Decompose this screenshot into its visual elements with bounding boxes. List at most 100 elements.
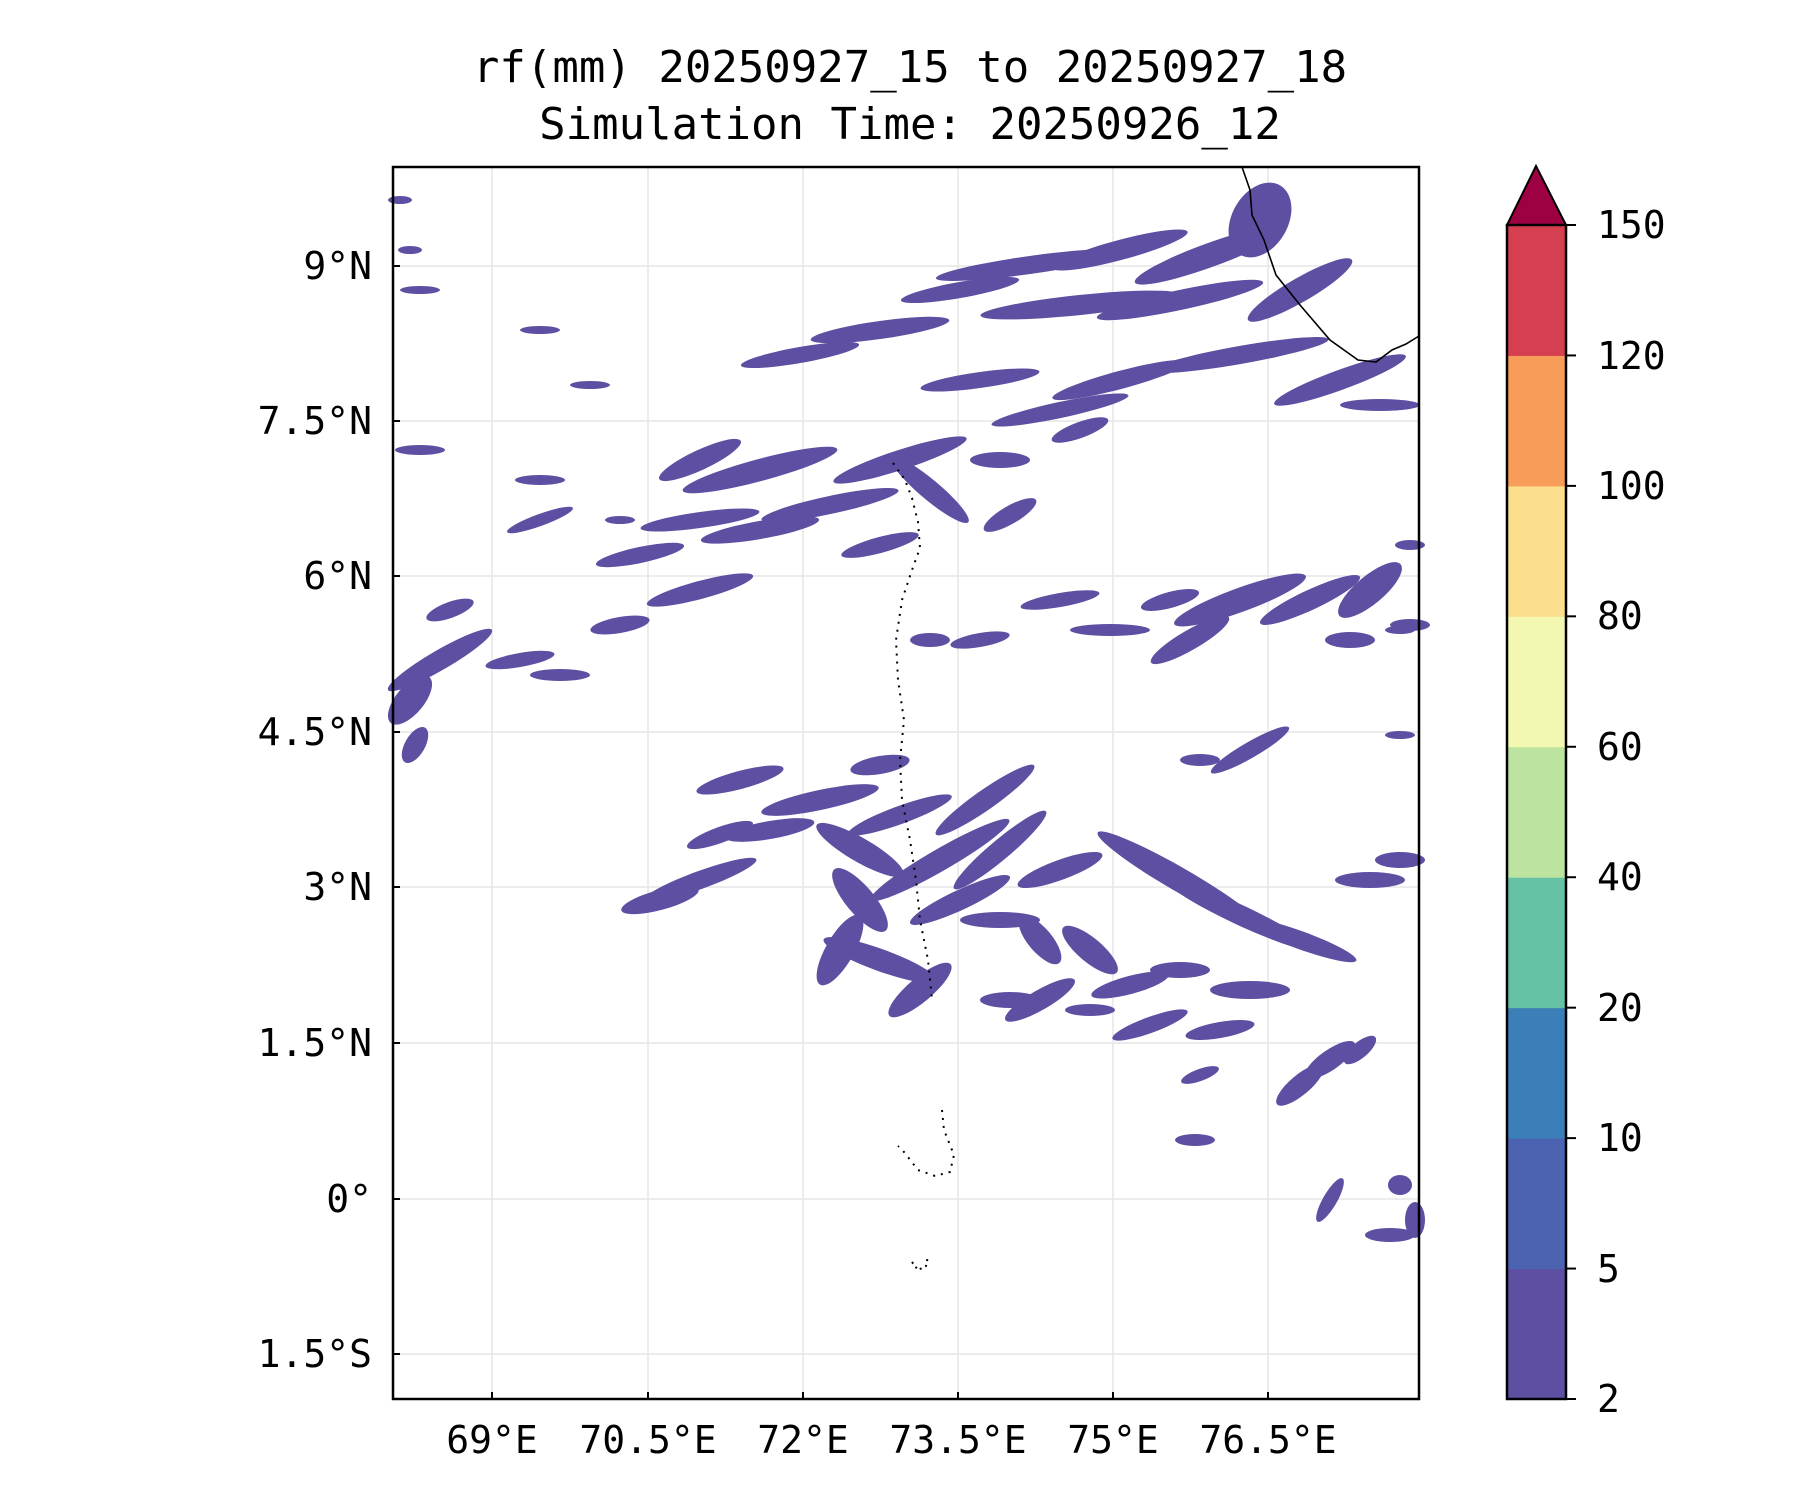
colorbar-tick-label: 2 [1597,1377,1620,1421]
rainfall-patch [1335,872,1405,888]
rainfall-patch [1052,229,1188,271]
y-tick-label: 9°N [303,244,372,288]
colorbar-tick-label: 80 [1597,594,1643,638]
rainfall-patch [1175,1134,1215,1146]
colorbar-band [1507,355,1566,487]
axis-ticks [393,265,1269,1399]
map-frame [391,165,1421,1401]
rainfall-patch [646,573,754,607]
rainfall-patch [1150,615,1230,665]
colorbar-band [1507,225,1566,356]
rainfall-patch [401,726,429,764]
rainfall-patch [1180,754,1220,766]
southern-atoll [897,1109,956,1178]
rainfall-patch [1185,1020,1255,1040]
rainfall-patch [1274,354,1406,406]
rainfall-patch [848,794,952,836]
rainfall-patch [605,516,635,524]
y-tick-label: 0° [326,1177,372,1221]
colorbar-band [1507,1268,1566,1400]
rainfall-patch [1340,399,1420,411]
rainfall-patch [1181,1066,1219,1084]
colorbar-tick-label: 10 [1597,1116,1643,1160]
rainfall-patch [1210,981,1290,999]
rainfall-patch [1052,359,1188,401]
rainfall-patch [1395,540,1425,550]
rainfall-patch [1343,1035,1377,1065]
rainfall-patch [595,542,685,568]
colorbar-tick-label: 20 [1597,986,1643,1030]
y-tick-label: 6°N [303,554,372,598]
colorbar-tick-label: 150 [1597,203,1666,247]
rainfall-patch [725,818,815,842]
rainfall-patch [570,381,610,389]
map-area [393,167,1419,1399]
rainfall-patch [991,393,1129,427]
y-tick-label: 3°N [303,865,372,909]
rainfall-patch [621,885,699,915]
x-tick-label: 73.5°E [889,1418,1027,1462]
colorbar-tick-label: 100 [1597,464,1666,508]
rainfall-patch [1365,1228,1415,1242]
india-coastline [1241,166,1420,363]
rainfall-patch [1065,1004,1115,1016]
rainfall-patch [810,316,950,344]
y-tick-label: 4.5°N [257,710,372,754]
rainfall-patch [1174,573,1306,627]
colorbar-tick-label: 120 [1597,334,1666,378]
x-tick-label: 75°E [1067,1418,1159,1462]
rainfall-patch [1243,917,1357,963]
rainfall-patch [841,532,919,558]
rainfall-patch [1020,590,1100,610]
rainfall-patch [832,868,888,932]
rainfall-patch [515,475,565,485]
rainfall-patch [395,445,445,455]
x-tick-label: 69°E [446,1418,538,1462]
y-tick-label: 1.5°S [257,1332,372,1376]
rainfall-patch [1385,731,1415,739]
rainfall-contours [387,182,1430,1242]
colorbar-band [1507,616,1566,748]
rainfall-patch [1051,417,1109,443]
rainfall-patch [761,487,899,523]
colorbar-band [1507,485,1566,617]
rainfall-patch [590,615,650,635]
rainfall-patch [1062,925,1118,975]
rainfall-patch [953,810,1047,890]
rainfall-patch [1388,1175,1412,1195]
rainfall-patch [1316,1178,1344,1222]
plot-title-line-1: rf(mm) 20250927_15 to 20250927_18 [472,42,1348,93]
rainfall-patch [426,598,474,622]
x-tick-label: 70.5°E [579,1418,717,1462]
rainfall-patch [1070,624,1150,636]
rainfall-patch [686,820,754,850]
rainfall-patch [888,962,952,1018]
rainfall-patch [920,368,1040,392]
rainfall-patch [1210,726,1290,774]
rainfall-patch [1140,589,1200,611]
rainfall-patch [980,290,1180,320]
rainfall-patch [983,498,1037,532]
rainfall-patch [1228,182,1292,258]
rainfall-patch [387,675,433,725]
rainfall-patch [900,276,1020,304]
colorbar-frame [1505,223,1568,1401]
rainfall-patch [740,341,860,369]
rainfall-patch [700,516,820,544]
x-tick-label: 76.5°E [1199,1418,1337,1462]
maldives-atoll-chain [892,462,933,1001]
rainfall-patch [1338,562,1402,618]
colorbar-tick-label: 60 [1597,725,1643,769]
colorbar-extend-arrow [1505,163,1568,226]
rainfall-patch [960,635,1000,645]
rainfall-patch [1096,279,1264,321]
rainfall-patch [1150,962,1210,978]
rainfall-patch [910,633,950,647]
gridlines [393,167,1419,1399]
rainfall-patch [640,508,760,532]
rainfall-patch [909,875,1011,925]
rainfall-patch [520,326,560,334]
rainfall-patch [1385,626,1415,634]
rainfall-patch [387,628,493,692]
